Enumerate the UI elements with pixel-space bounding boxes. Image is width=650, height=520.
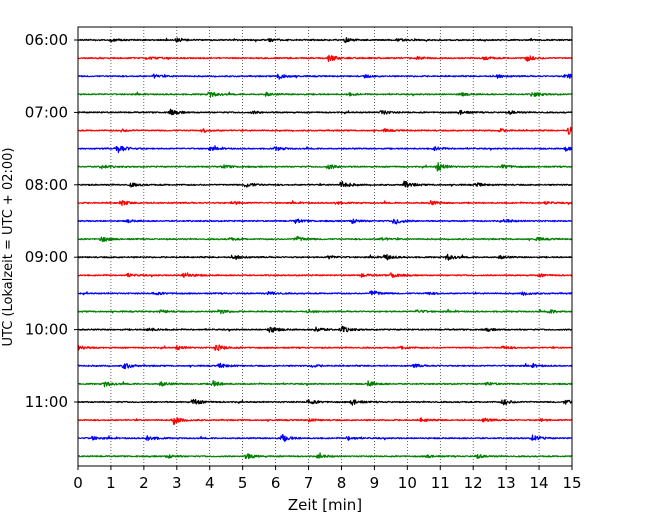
seismogram-traces — [77, 37, 573, 460]
trace-1115 — [77, 417, 573, 426]
x-tick-label: 10 — [398, 474, 417, 492]
trace-0700 — [77, 108, 573, 116]
x-tick-label: 7 — [304, 474, 314, 492]
x-tick-label: 6 — [271, 474, 281, 492]
trace-0945 — [77, 308, 573, 315]
x-tick-label: 4 — [205, 474, 215, 492]
plot-background — [78, 27, 572, 466]
trace-0815 — [77, 200, 573, 207]
trace-1000 — [77, 325, 573, 333]
y-axis: 06:00 07:00 08:00 09:00 10:00 11:00 — [25, 31, 78, 411]
x-tick-label: 11 — [431, 474, 450, 492]
x-tick-label: 9 — [370, 474, 380, 492]
trace-1015 — [77, 344, 573, 352]
y-tick-label: 06:00 — [25, 31, 68, 49]
trace-0630 — [77, 73, 573, 80]
trace-0715 — [77, 126, 573, 135]
y-tick-label: 10:00 — [25, 321, 68, 339]
y-axis-label: UTC (Lokalzeit = UTC + 02:00) — [1, 148, 16, 347]
x-tick-label: 14 — [530, 474, 549, 492]
x-tick-label: 13 — [497, 474, 516, 492]
trace-1100 — [77, 398, 573, 406]
x-tick-label: 0 — [73, 474, 83, 492]
trace-0730 — [77, 145, 573, 154]
x-tick-label: 5 — [238, 474, 248, 492]
trace-0800 — [77, 180, 573, 188]
y-tick-label: 07:00 — [25, 103, 68, 121]
x-tick-label: 15 — [562, 474, 581, 492]
grid-lines — [110, 27, 540, 466]
trace-0645 — [77, 91, 573, 98]
trace-0930 — [77, 290, 573, 296]
x-tick-label: 1 — [106, 474, 116, 492]
y-tick-label: 08:00 — [25, 176, 68, 194]
x-tick-label: 12 — [464, 474, 483, 492]
trace-0830 — [77, 218, 573, 225]
y-tick-label: 09:00 — [25, 248, 68, 266]
trace-0845 — [77, 235, 573, 243]
trace-0600 — [77, 37, 573, 44]
x-tick-label: 8 — [337, 474, 347, 492]
x-axis: 0 1 2 3 4 5 6 7 8 9 10 11 12 13 14 15 — [73, 466, 582, 492]
trace-0615 — [77, 54, 573, 63]
trace-0915 — [77, 272, 573, 279]
x-tick-label: 2 — [139, 474, 149, 492]
trace-1030 — [77, 362, 573, 370]
x-tick-label: 3 — [172, 474, 182, 492]
trace-1045 — [77, 380, 573, 388]
trace-0900 — [77, 253, 573, 261]
trace-1145 — [77, 452, 573, 460]
trace-0745 — [77, 162, 573, 172]
plot-frame — [77, 26, 573, 467]
x-axis-label: Zeit [min] — [288, 496, 362, 514]
trace-1130 — [77, 433, 573, 442]
y-tick-label: 11:00 — [25, 393, 68, 411]
